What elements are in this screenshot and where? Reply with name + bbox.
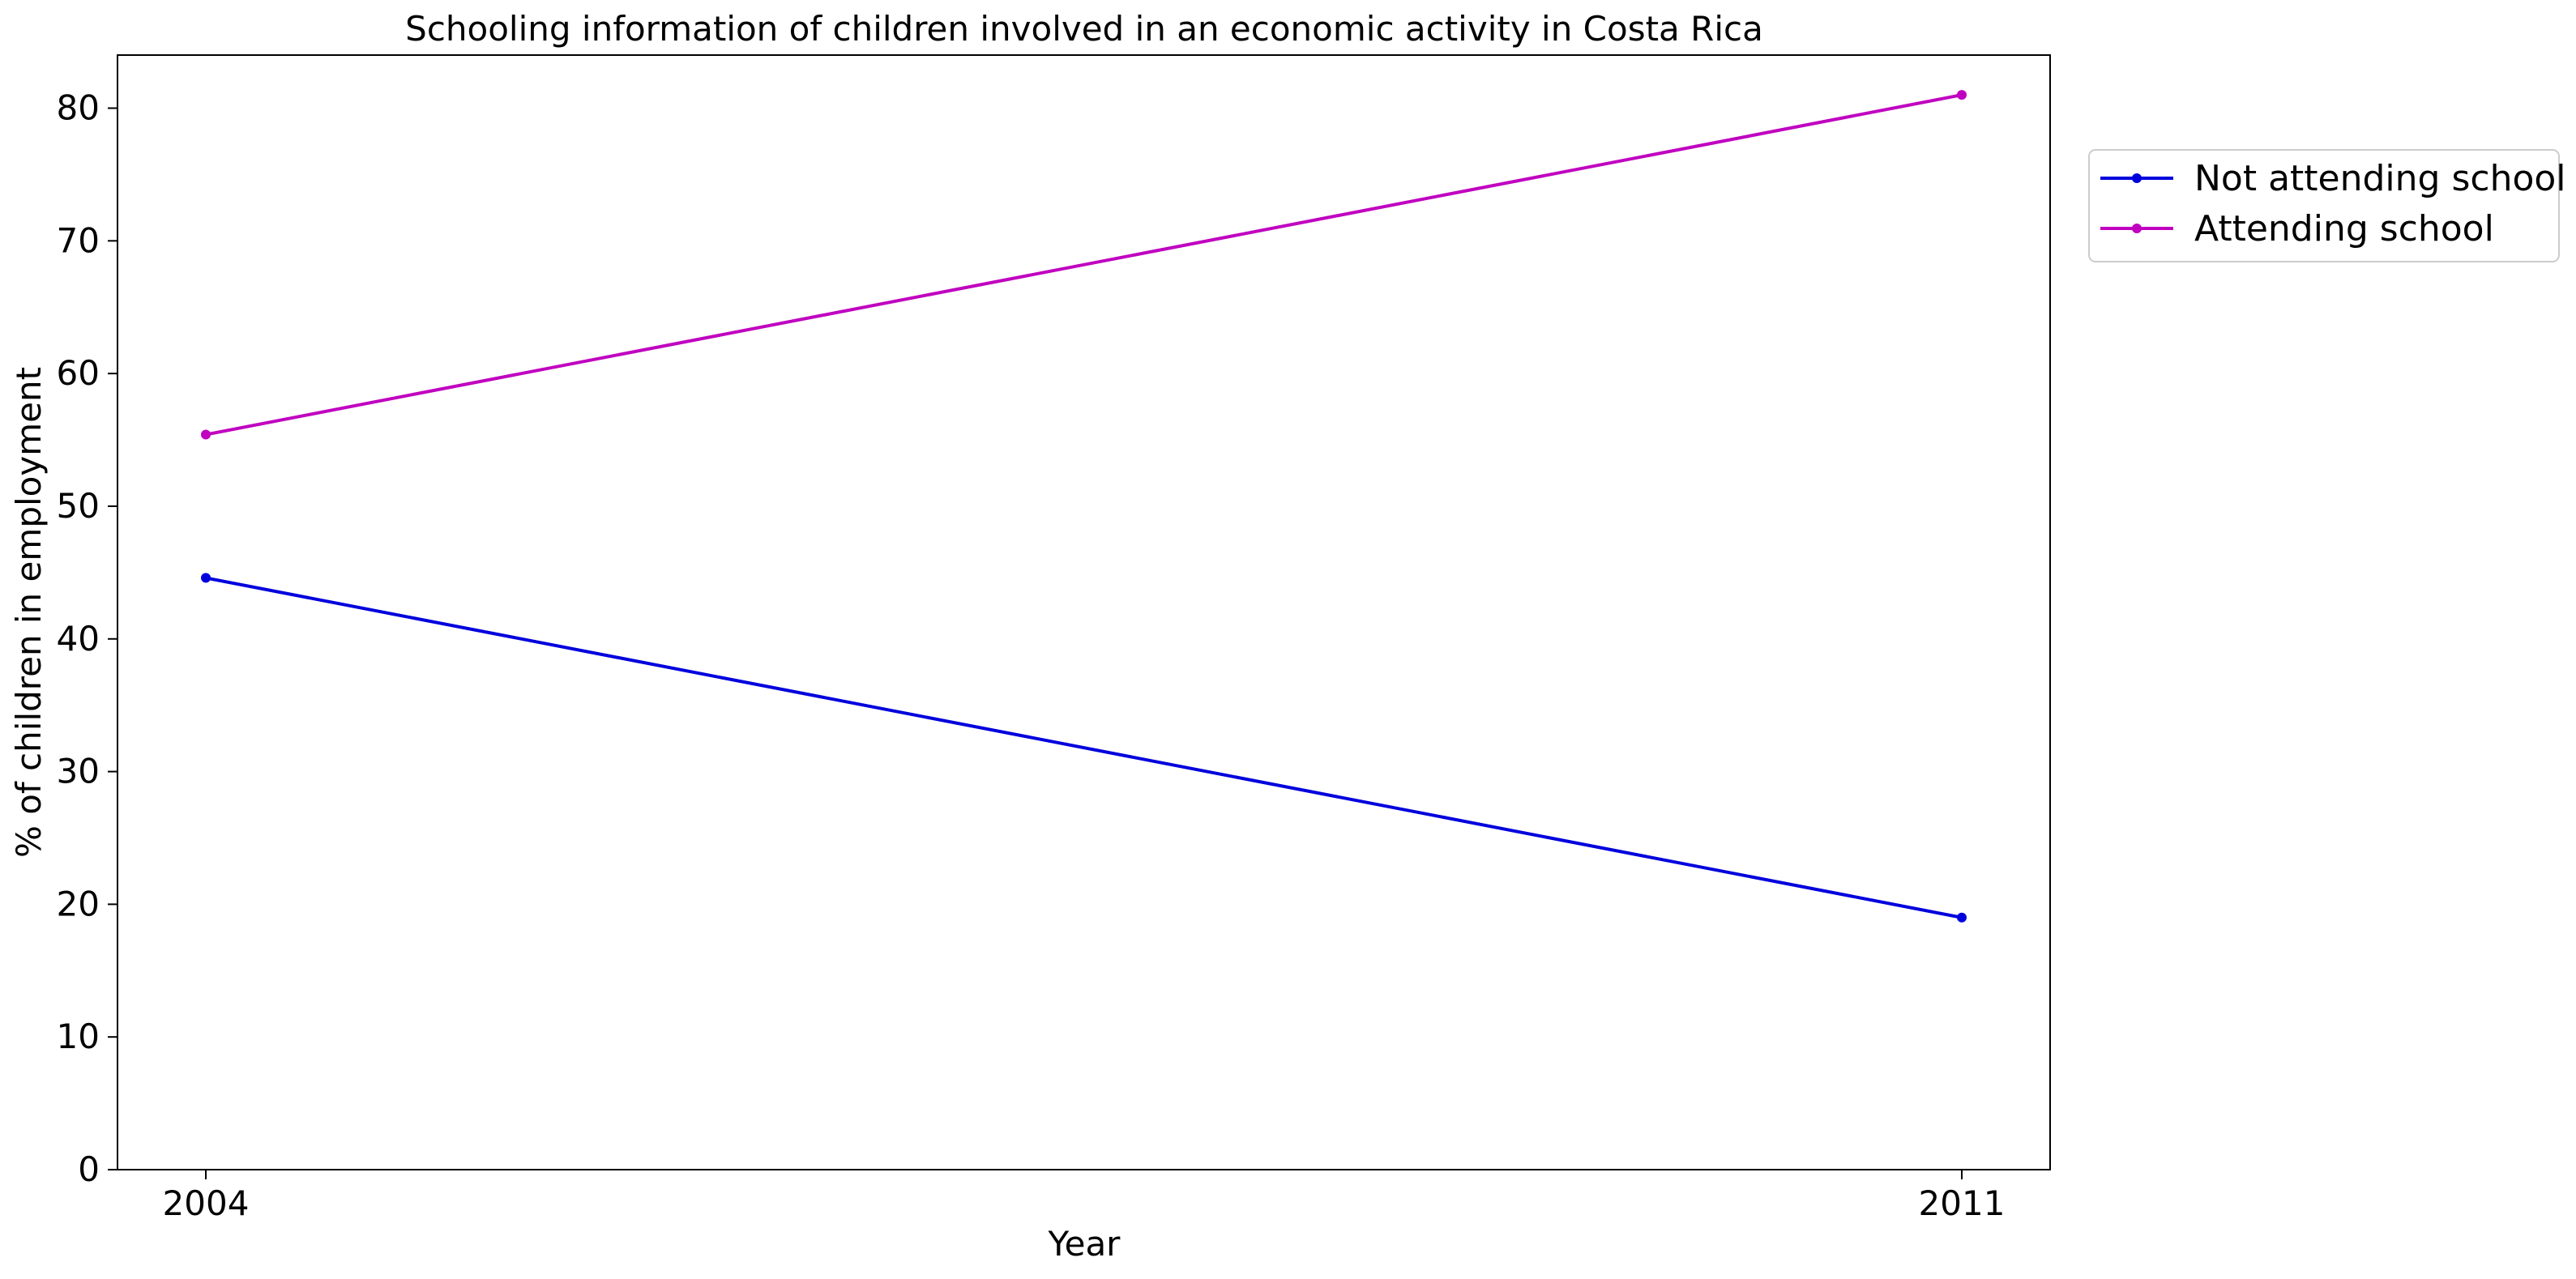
data-point-attending-school <box>201 429 211 440</box>
y-tick-label: 60 <box>57 353 100 393</box>
y-tick-label: 70 <box>57 220 100 260</box>
data-point-attending-school <box>1957 90 1967 100</box>
chart-title: Schooling information of children involv… <box>405 9 1763 49</box>
data-point-not-attending-school <box>201 573 211 583</box>
x-tick-label: 2011 <box>1919 1183 2006 1223</box>
y-axis: 0 10 20 30 40 50 60 70 80 <box>57 88 117 1189</box>
series-line-attending-school <box>205 93 1963 437</box>
legend-marker-not-attending-school <box>2132 173 2142 183</box>
legend-label-attending-school: Attending school <box>2194 208 2494 249</box>
y-tick-label: 10 <box>57 1017 100 1056</box>
series-line-not-attending-school <box>205 576 1963 919</box>
y-tick-label: 20 <box>57 884 100 923</box>
y-tick-label: 80 <box>57 88 100 128</box>
plot-frame <box>117 54 2051 1170</box>
legend-frame <box>2088 149 2560 262</box>
x-axis-label: Year <box>1048 1224 1121 1264</box>
data-point-not-attending-school <box>1957 912 1967 923</box>
y-tick-label: 50 <box>57 486 100 526</box>
x-axis: 2004 2011 <box>163 1170 2006 1223</box>
y-tick-label: 30 <box>57 752 100 791</box>
legend-marker-attending-school <box>2132 224 2142 233</box>
y-tick-label: 0 <box>78 1149 100 1189</box>
legend-label-not-attending-school: Not attending school <box>2194 158 2566 199</box>
plot-area <box>117 54 2051 1170</box>
legend: Not attending school Attending school <box>2088 149 2566 262</box>
y-axis-label: % of children in employment <box>9 367 49 858</box>
x-tick-label: 2004 <box>163 1183 250 1223</box>
y-tick-label: 40 <box>57 619 100 659</box>
series-layer <box>201 90 1967 923</box>
